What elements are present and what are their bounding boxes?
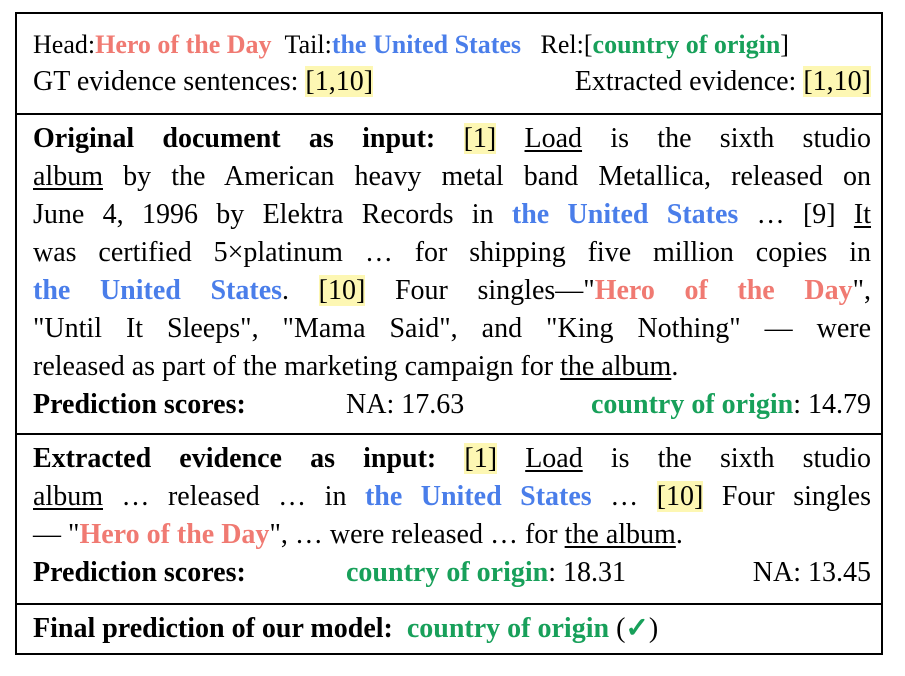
extracted-title: Extracted evidence as input: <box>33 443 437 474</box>
original-line-5: the United States. [10] Four singles—"He… <box>33 273 871 309</box>
text: . <box>282 275 319 306</box>
relation-label: country of origin <box>592 30 781 59</box>
evidence-line: GT evidence sentences: [1,10] Extracted … <box>33 64 871 100</box>
text: . <box>671 351 679 382</box>
gt-value: [1,10] <box>305 66 374 97</box>
extracted-evidence-section: Extracted evidence as input: [1] Load is… <box>17 435 881 603</box>
text: was certified 5×platinum … for shipping … <box>33 237 871 268</box>
head-prefix: Head: <box>33 30 96 59</box>
header-section: Head:Hero of the Day Tail:the United Sta… <box>17 14 881 113</box>
rel-prefix: Rel:[ <box>540 30 593 59</box>
tail-prefix: Tail: <box>284 30 332 59</box>
gt-evidence: GT evidence sentences: [1,10] <box>33 64 374 100</box>
entity-the-album: the album <box>560 351 672 382</box>
extracted-label: Extracted evidence: <box>574 66 804 97</box>
sentence-marker-10: [10] <box>656 481 704 512</box>
text: released as part of the marketing campai… <box>33 351 561 382</box>
scores-label: Prediction scores: <box>33 389 246 420</box>
score-country-of-origin: country of origin: 18.31 <box>346 555 626 591</box>
example-figure: Head:Hero of the Day Tail:the United Sta… <box>15 12 883 655</box>
checkmark-icon: ✓ <box>625 613 649 644</box>
score-na: NA: 17.63 <box>346 387 464 423</box>
text: is the sixth studio <box>582 443 872 474</box>
final-prediction-section: Final prediction of our model: country o… <box>17 605 881 655</box>
score-label: country of origin <box>591 389 794 420</box>
text: June 4, 1996 by Elektra Records in <box>33 199 512 230</box>
divider <box>17 433 881 435</box>
original-line-1: Original document as input: [1] Load is … <box>33 121 871 157</box>
original-line-3: June 4, 1996 by Elektra Records in the U… <box>33 197 871 233</box>
text: … [9] <box>738 199 854 230</box>
extracted-scores: Prediction scores: country of origin: 18… <box>33 555 871 591</box>
text: … <box>591 481 657 512</box>
paren-close: ) <box>648 613 659 644</box>
final-label: Final prediction of our model: <box>33 613 393 644</box>
head-entity: Hero of the Day <box>95 30 272 59</box>
head-mention: Hero of the Day <box>594 275 853 306</box>
original-line-2: album by the American heavy metal band M… <box>33 159 871 195</box>
score-na: NA: 13.45 <box>753 555 871 591</box>
extracted-evidence: Extracted evidence: [1,10] <box>575 64 871 100</box>
tail-mention: the United States <box>33 275 283 306</box>
tail-entity: the United States <box>331 30 522 59</box>
score-country-of-origin: country of origin: 14.79 <box>591 387 871 423</box>
extracted-value: [1,10] <box>803 66 871 97</box>
text: is the sixth studio <box>582 123 872 154</box>
original-scores: Prediction scores: NA: 17.63 country of … <box>33 387 871 423</box>
divider <box>17 603 881 605</box>
entity-album: album <box>33 161 103 192</box>
text: Four singles—" <box>365 275 595 306</box>
original-line-4: was certified 5×platinum … for shipping … <box>33 235 871 271</box>
final-line: Final prediction of our model: country o… <box>33 611 871 647</box>
extracted-line-2: album … released … in the United States … <box>33 479 871 515</box>
score-value: : 17.63 <box>386 389 465 420</box>
score-value: : 18.31 <box>548 557 626 588</box>
original-line-7: released as part of the marketing campai… <box>33 349 871 385</box>
head-mention: Hero of the Day <box>79 519 270 550</box>
text: ", <box>852 275 872 306</box>
text: … released … in <box>103 481 365 512</box>
original-line-6: "Until It Sleeps", "Mama Said", and "Kin… <box>33 311 871 347</box>
gt-label: GT evidence sentences: <box>33 66 306 97</box>
text: — " <box>33 519 80 550</box>
entity-it: It <box>853 199 872 230</box>
tail-mention: the United States <box>511 199 739 230</box>
score-label: country of origin <box>346 557 549 588</box>
original-title: Original document as input: <box>33 123 436 154</box>
sentence-marker-10: [10] <box>318 275 366 306</box>
original-document-section: Original document as input: [1] Load is … <box>17 115 881 433</box>
score-label: NA <box>752 557 794 588</box>
entity-the-album: the album <box>564 519 676 550</box>
text: . <box>675 519 683 550</box>
text: ", … were released … for <box>269 519 565 550</box>
entity-album: album <box>33 481 103 512</box>
paren-open: ( <box>609 613 626 644</box>
text: Four singles <box>703 481 871 512</box>
rel-suffix: ] <box>780 30 789 59</box>
sentence-marker-1: [1] <box>464 443 498 474</box>
extracted-line-3: — "Hero of the Day", … were released … f… <box>33 517 871 553</box>
text: "Until It Sleeps", "Mama Said", and "Kin… <box>33 313 871 344</box>
divider <box>17 113 881 115</box>
score-label: NA <box>346 389 387 420</box>
scores-label: Prediction scores: <box>33 557 246 588</box>
text: by the American heavy metal band Metalli… <box>103 161 871 192</box>
entity-load: Load <box>525 443 583 474</box>
entity-load: Load <box>524 123 583 154</box>
sentence-marker-1: [1] <box>463 123 497 154</box>
final-value: country of origin <box>406 613 610 644</box>
tail-mention: the United States <box>364 481 592 512</box>
score-value: : 14.79 <box>793 389 871 420</box>
extracted-line-1: Extracted evidence as input: [1] Load is… <box>33 441 871 477</box>
score-value: : 13.45 <box>793 557 871 588</box>
triple-line: Head:Hero of the Day Tail:the United Sta… <box>33 27 871 63</box>
